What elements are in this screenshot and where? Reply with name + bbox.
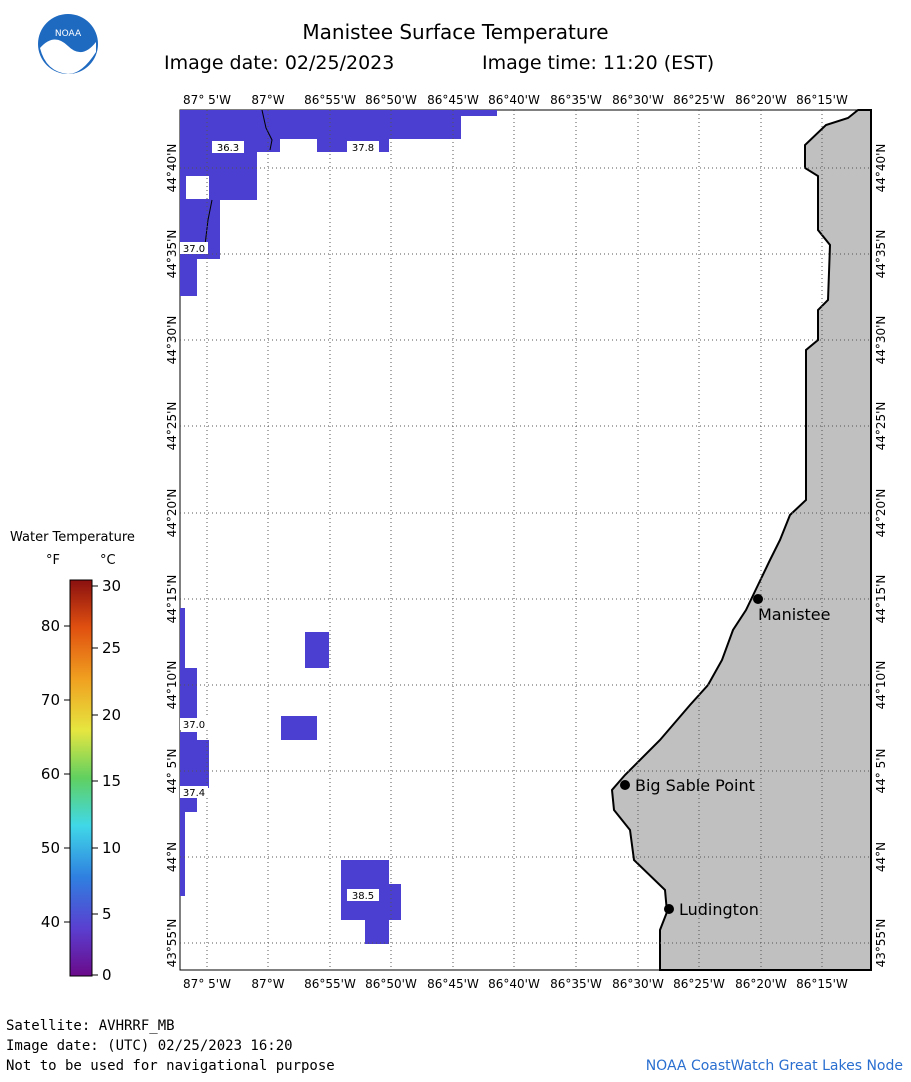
legend-unit-c: °C [100, 553, 116, 568]
place-label-big-sable-point: Big Sable Point [635, 776, 755, 795]
lon-label: 86°30'W [612, 93, 664, 107]
noaa-logo-icon: NOAA [38, 14, 98, 74]
lon-label: 86°25'W [673, 93, 725, 107]
lon-label: 86°35'W [550, 93, 602, 107]
lat-label: 44°15'N [165, 575, 179, 624]
image-time: Image time: 11:20 (EST) [482, 52, 715, 74]
legend-c-tick: 10 [102, 839, 121, 857]
lat-label: 44°10'N [874, 661, 888, 710]
lat-label: 44°N [874, 842, 888, 872]
lon-label: 86°40'W [488, 977, 540, 991]
legend-c-tick: 0 [102, 966, 112, 984]
temp-label: 37.8 [352, 143, 374, 154]
legend-c-labels: 30 25 20 15 10 5 0 [102, 577, 121, 984]
legend-f-tick: 70 [41, 691, 60, 709]
footer-credit: NOAA CoastWatch Great Lakes Node [645, 1058, 903, 1074]
legend-f-tick: 80 [41, 617, 60, 635]
temp-label: 37.0 [183, 244, 205, 255]
lon-label: 86°50'W [365, 977, 417, 991]
footer-satellite: Satellite: AVHRRF_MB [6, 1018, 175, 1034]
lat-labels-right: 44°40'N 44°35'N 44°30'N 44°25'N 44°20'N … [874, 144, 888, 968]
boundary-line [204, 199, 213, 246]
lon-label: 87°W [251, 93, 284, 107]
lat-label: 44°N [165, 842, 179, 872]
boundary-line [261, 109, 273, 151]
lon-label: 86°15'W [796, 93, 848, 107]
lat-label: 44° 5'N [165, 749, 179, 794]
lon-label: 86°50'W [365, 93, 417, 107]
lat-label: 43°55'N [165, 919, 179, 968]
lat-label: 44°25'N [874, 402, 888, 451]
cloud-gap [186, 176, 209, 199]
map-title: Manistee Surface Temperature [302, 20, 609, 44]
lon-label: 86°55'W [304, 977, 356, 991]
lat-label: 44°30'N [165, 316, 179, 365]
place-label-ludington: Ludington [679, 900, 759, 919]
lon-label: 86°45'W [427, 977, 479, 991]
lon-label: 86°40'W [488, 93, 540, 107]
lon-label: 86°20'W [735, 977, 787, 991]
lon-label: 86°45'W [427, 93, 479, 107]
lat-label: 44°20'N [165, 489, 179, 538]
temp-label: 38.5 [352, 891, 374, 902]
noaa-logo-text: NOAA [55, 29, 82, 39]
lat-label: 44°40'N [874, 144, 888, 193]
temp-labels: 36.3 37.8 37.0 37.0 37.4 38.5 [180, 141, 379, 902]
legend-c-tick: 30 [102, 577, 121, 595]
lon-label: 86°30'W [612, 977, 664, 991]
footer-disclaimer: Not to be used for navigational purpose [6, 1058, 335, 1074]
lat-label: 44°20'N [874, 489, 888, 538]
graticule [180, 110, 871, 970]
place-label-manistee: Manistee [758, 605, 831, 624]
lat-labels-left: 44°40'N 44°35'N 44°30'N 44°25'N 44°20'N … [165, 144, 179, 968]
legend-f-tick: 40 [41, 913, 60, 931]
big-sable-point-marker-icon [620, 780, 630, 790]
place-markers: Manistee Big Sable Point Ludington [620, 594, 831, 919]
legend-unit-f: °F [46, 553, 60, 568]
lon-label: 86°20'W [735, 93, 787, 107]
lat-label: 44°35'N [874, 230, 888, 279]
temp-label: 37.4 [183, 788, 205, 799]
legend-title: Water Temperature [10, 530, 135, 545]
temp-label: 36.3 [217, 143, 239, 154]
lat-label: 44° 5'N [874, 749, 888, 794]
lon-labels-top: 87° 5'W 87°W 86°55'W 86°50'W 86°45'W 86°… [183, 93, 848, 107]
legend-ticks [64, 585, 98, 976]
footer-utc-date: Image date: (UTC) 02/25/2023 16:20 [6, 1038, 293, 1054]
temp-label: 37.0 [183, 720, 205, 731]
lon-label: 87° 5'W [183, 977, 231, 991]
legend-f-tick: 60 [41, 765, 60, 783]
lat-label: 43°55'N [874, 919, 888, 968]
lon-label: 86°35'W [550, 977, 602, 991]
lat-label: 44°40'N [165, 144, 179, 193]
lat-label: 44°25'N [165, 402, 179, 451]
image-date: Image date: 02/25/2023 [164, 52, 395, 74]
lon-label: 86°55'W [304, 93, 356, 107]
lon-labels-bottom: 87° 5'W 87°W 86°55'W 86°50'W 86°45'W 86°… [183, 977, 848, 991]
legend-c-tick: 20 [102, 706, 121, 724]
legend-f-tick: 50 [41, 839, 60, 857]
lat-label: 44°30'N [874, 316, 888, 365]
legend-c-tick: 15 [102, 772, 121, 790]
lon-label: 87°W [251, 977, 284, 991]
lat-label: 44°15'N [874, 575, 888, 624]
lat-label: 44°10'N [165, 661, 179, 710]
legend-f-labels: 80 70 60 50 40 [41, 617, 60, 931]
legend-color-bar [69, 579, 93, 977]
land-area [610, 109, 872, 971]
ludington-marker-icon [664, 904, 674, 914]
manistee-marker-icon [753, 594, 763, 604]
lon-label: 86°15'W [796, 977, 848, 991]
legend-c-tick: 25 [102, 639, 121, 657]
lon-label: 87° 5'W [183, 93, 231, 107]
lon-label: 86°25'W [673, 977, 725, 991]
lat-label: 44°35'N [165, 230, 179, 279]
legend-c-tick: 5 [102, 905, 112, 923]
